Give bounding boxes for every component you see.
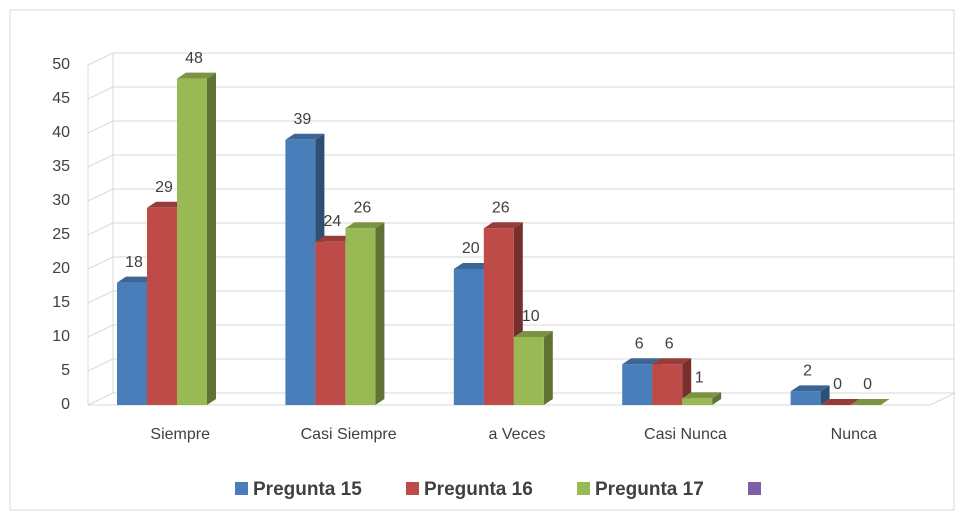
bar — [513, 337, 544, 405]
grid-line — [87, 188, 114, 202]
data-label: 24 — [324, 213, 342, 230]
bar — [177, 78, 207, 405]
bar-top — [453, 263, 493, 269]
y-tick-label: 45 — [52, 90, 70, 107]
y-tick-label: 30 — [52, 192, 70, 209]
grid-line — [87, 324, 114, 338]
bar — [622, 364, 653, 405]
legend-swatch — [577, 482, 590, 495]
bar — [652, 364, 683, 405]
bar-top — [820, 399, 860, 405]
bar — [790, 391, 821, 405]
x-tick-label: a Veces — [489, 426, 546, 443]
bar — [483, 228, 514, 405]
grid-line — [87, 358, 114, 372]
grid-line — [87, 120, 114, 134]
y-tick-label: 50 — [52, 56, 70, 73]
data-label: 10 — [522, 308, 540, 325]
bar-top — [315, 235, 355, 242]
data-label: 2 — [803, 363, 812, 380]
x-tick-label: Casi Nunca — [644, 426, 727, 443]
grid-line — [87, 52, 114, 66]
data-label: 18 — [125, 254, 143, 271]
bar — [345, 228, 376, 405]
bar — [315, 241, 346, 405]
legend-text: Pregunta 16 — [424, 479, 533, 500]
bar-side — [682, 358, 692, 405]
bar-top — [117, 276, 156, 283]
bar-top — [790, 385, 830, 392]
y-tick-label: 40 — [52, 124, 70, 141]
data-label: 6 — [635, 335, 644, 352]
data-label: 0 — [833, 376, 842, 393]
bar — [285, 139, 316, 406]
grid-line — [87, 290, 114, 304]
legend-swatch — [406, 482, 419, 495]
data-label: 39 — [294, 111, 312, 128]
bar-side — [820, 385, 830, 405]
legend-swatch — [748, 482, 761, 495]
data-label: 29 — [155, 179, 173, 196]
floor-edge — [929, 392, 956, 406]
bar-top — [652, 358, 692, 365]
bar-side — [207, 72, 216, 405]
bar — [117, 282, 147, 405]
bar-top — [622, 358, 662, 365]
y-tick-label: 10 — [52, 328, 70, 345]
data-label: 20 — [462, 240, 480, 257]
grid-line — [87, 154, 114, 168]
bar — [147, 207, 177, 405]
grid-line — [87, 392, 114, 406]
data-label: 26 — [492, 199, 510, 216]
y-tick-label: 25 — [52, 226, 70, 243]
x-tick-label: Nunca — [831, 426, 877, 443]
bar-top — [682, 392, 722, 399]
bar-top — [513, 331, 553, 337]
legend-text: Pregunta 15 — [253, 479, 362, 500]
bar-top — [483, 222, 523, 229]
data-label: 6 — [665, 335, 674, 352]
legend-swatch — [235, 482, 248, 495]
y-tick-label: 5 — [61, 362, 70, 379]
y-tick-label: 15 — [52, 294, 70, 311]
x-tick-label: Siempre — [150, 426, 210, 443]
x-tick-label: Casi Siempre — [301, 426, 397, 443]
data-label: 26 — [354, 199, 372, 216]
bar-top — [850, 399, 890, 405]
legend-text: Pregunta 17 — [595, 479, 704, 500]
bar-side — [375, 222, 385, 405]
bar-top — [147, 201, 186, 208]
grid-line — [87, 86, 114, 100]
bar-top — [285, 133, 325, 140]
y-tick-label: 35 — [52, 158, 70, 175]
bar-top — [345, 222, 385, 229]
bar — [682, 398, 713, 405]
grid-line — [87, 222, 114, 236]
data-label: 1 — [695, 369, 704, 386]
y-tick-label: 20 — [52, 260, 70, 277]
grid-line — [87, 256, 114, 270]
bar-top — [177, 72, 216, 79]
data-label: 0 — [863, 376, 872, 393]
y-tick-label: 0 — [61, 396, 70, 413]
bar-side — [543, 331, 553, 405]
bar-side — [712, 392, 722, 405]
bar — [453, 269, 484, 405]
data-label: 48 — [185, 50, 203, 67]
